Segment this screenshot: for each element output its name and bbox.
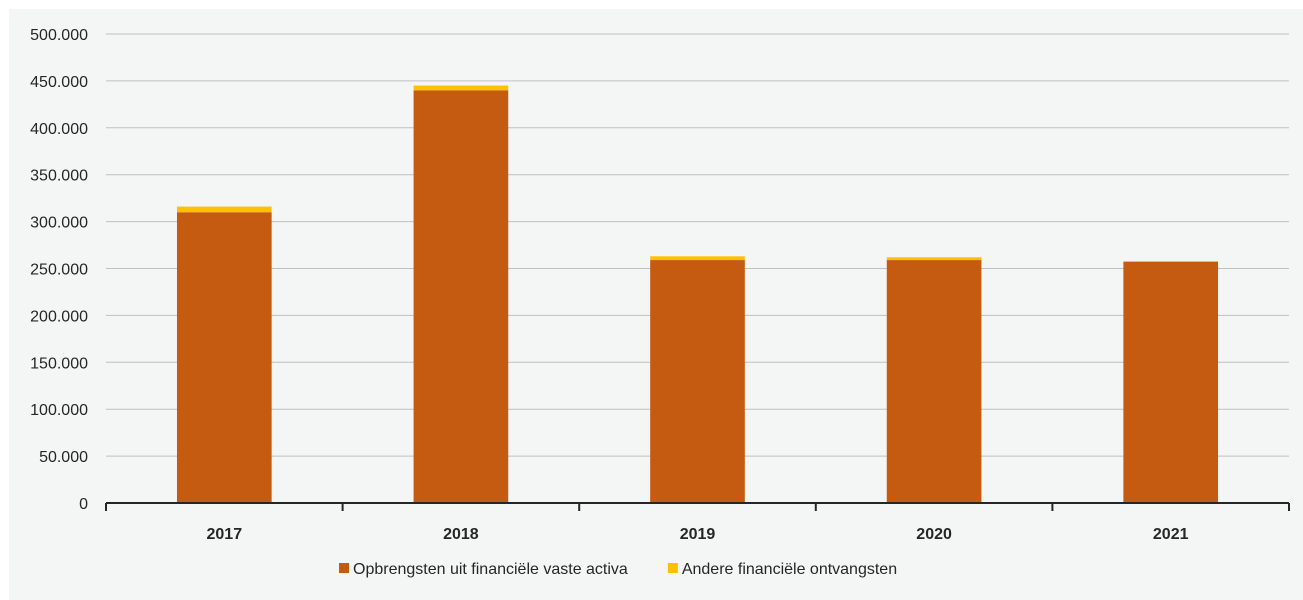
bar-andere-2021 (1123, 260, 1219, 262)
bars (176, 85, 1219, 503)
y-axis-ticks: 0 50.000 100.000 150.000 200.000 250.000 300.0… (30, 27, 88, 513)
bar-opbrengsten-2017 (176, 212, 272, 503)
x-category-label: 2020 (916, 526, 952, 543)
y-tick-label: 200.000 (30, 308, 88, 325)
bar-andere-2017 (176, 206, 272, 213)
legend-swatch (339, 563, 349, 573)
y-tick-label: 250.000 (30, 262, 88, 279)
y-tick-label: 300.000 (30, 215, 88, 232)
bar-andere-2020 (886, 257, 982, 261)
y-tick-label: 0 (79, 496, 88, 513)
x-axis-labels: 2017 2018 2019 2020 2021 (207, 526, 1189, 543)
chart-area: 0 50.000 100.000 150.000 200.000 250.000 300.0… (9, 9, 1303, 600)
bar-andere-2019 (650, 256, 745, 261)
legend: Opbrengsten uit financiële vaste activa A… (339, 561, 897, 578)
y-tick-label: 450.000 (30, 74, 88, 91)
stacked-bar-chart: 0 50.000 100.000 150.000 200.000 250.000 300.0… (30, 27, 1290, 578)
y-tick-label: 350.000 (30, 168, 88, 185)
bar-opbrengsten-2019 (650, 260, 745, 503)
bar-opbrengsten-2020 (886, 260, 982, 503)
legend-swatch (667, 563, 678, 573)
y-tick-label: 400.000 (30, 121, 88, 138)
x-category-label: 2017 (207, 526, 243, 543)
y-tick-label: 150.000 (30, 355, 88, 372)
x-category-label: 2018 (443, 526, 479, 543)
bar-opbrengsten-2018 (413, 90, 509, 503)
y-tick-label: 100.000 (30, 402, 88, 419)
x-category-label: 2021 (1153, 526, 1189, 543)
y-tick-label: 500.000 (30, 27, 88, 44)
x-axis (105, 502, 1290, 511)
bar-andere-2018 (413, 85, 509, 91)
legend-label: Opbrengsten uit financiële vaste activa (353, 561, 628, 578)
bar-opbrengsten-2021 (1123, 261, 1219, 503)
x-category-label: 2019 (680, 526, 716, 543)
legend-label: Andere financiële ontvangsten (682, 561, 897, 578)
y-tick-label: 50.000 (39, 449, 88, 466)
